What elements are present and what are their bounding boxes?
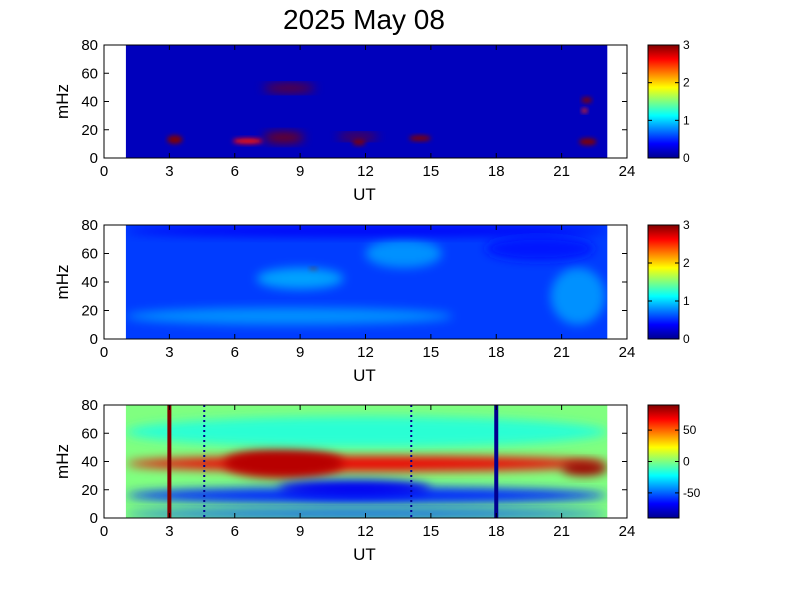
heatmap-feature: [223, 447, 344, 479]
x-tick-label: 18: [488, 163, 505, 180]
x-tick-label: 21: [553, 523, 570, 540]
colorbar-frame: [647, 44, 680, 159]
x-tick-label: 9: [296, 523, 304, 540]
y-tick-label: 80: [81, 397, 98, 414]
figure-title: 2025 May 08: [283, 4, 445, 35]
heatmap-feature: [263, 84, 316, 92]
heatmap-feature: [278, 479, 431, 497]
heatmap-feature: [337, 133, 379, 140]
x-tick-label: 12: [357, 163, 374, 180]
x-tick-label: 6: [231, 344, 239, 361]
y-tick-label: 20: [81, 122, 98, 139]
heatmap-data: [125, 405, 608, 518]
heatmap-data: [125, 45, 608, 158]
x-axis-label: UT: [353, 545, 376, 564]
y-tick-label: 60: [81, 425, 98, 442]
x-tick-label: 21: [553, 344, 570, 361]
x-tick-label: 24: [619, 344, 636, 361]
colorbar-frame: [647, 224, 680, 340]
heatmap-data: [125, 225, 608, 339]
colorbar: [648, 45, 679, 158]
y-tick-label: 40: [81, 454, 98, 471]
x-tick-label: 12: [357, 523, 374, 540]
heatmap-feature: [167, 135, 183, 144]
x-tick-label: 18: [488, 523, 505, 540]
colorbar: [648, 405, 679, 518]
heatmap-feature: [581, 108, 588, 113]
colorbar: [648, 225, 679, 339]
y-tick-label: 0: [90, 150, 98, 167]
x-axis-label: UT: [353, 185, 376, 204]
y-axis-label: mHz: [53, 84, 72, 119]
x-axis-label: UT: [353, 366, 376, 385]
colorbar-tick-label: 0: [683, 455, 690, 469]
heatmap-feature: [263, 132, 305, 143]
y-tick-label: 20: [81, 303, 98, 320]
colorbar-tick-label: 3: [683, 38, 690, 52]
x-tick-label: 18: [488, 344, 505, 361]
y-tick-label: 0: [90, 510, 98, 527]
heatmap-feature: [256, 267, 344, 290]
heatmap-feature: [550, 267, 606, 325]
x-tick-label: 6: [231, 163, 239, 180]
x-tick-label: 12: [357, 344, 374, 361]
y-tick-label: 80: [81, 37, 98, 54]
x-tick-label: 24: [619, 163, 636, 180]
heatmap-background: [125, 45, 608, 158]
x-tick-label: 0: [100, 163, 108, 180]
colorbar-tick-label: 2: [683, 76, 690, 90]
y-tick-label: 60: [81, 246, 98, 263]
heatmap-feature: [125, 416, 608, 448]
x-tick-label: 15: [423, 523, 440, 540]
y-tick-label: 80: [81, 217, 98, 234]
y-axis-label: mHz: [53, 444, 72, 479]
x-tick-label: 6: [231, 523, 239, 540]
colorbar-tick-label: 0: [683, 332, 690, 346]
heatmap-feature: [485, 236, 595, 261]
heatmap-feature: [409, 135, 431, 142]
x-tick-label: 0: [100, 344, 108, 361]
x-tick-label: 24: [619, 523, 636, 540]
heatmap-feature: [561, 461, 608, 476]
heatmap-feature: [125, 225, 608, 237]
heatmap-feature: [352, 139, 366, 146]
heatmap-feature: [579, 138, 597, 146]
colorbar-tick-label: 3: [683, 218, 690, 232]
x-tick-label: 9: [296, 344, 304, 361]
colorbar-tick-label: 1: [683, 294, 690, 308]
y-tick-label: 40: [81, 94, 98, 111]
heatmap-feature: [125, 509, 608, 518]
y-tick-label: 40: [81, 274, 98, 291]
y-tick-label: 20: [81, 482, 98, 499]
y-axis-label: mHz: [53, 265, 72, 300]
heatmap-feature: [232, 138, 264, 144]
x-tick-label: 15: [423, 163, 440, 180]
x-tick-label: 9: [296, 163, 304, 180]
x-tick-label: 0: [100, 523, 108, 540]
colorbar-tick-label: -50: [683, 486, 701, 500]
heatmap-feature: [125, 455, 608, 472]
colorbar-tick-label: 1: [683, 113, 690, 127]
heatmap-feature: [125, 307, 453, 325]
x-tick-label: 21: [553, 163, 570, 180]
x-tick-label: 3: [165, 163, 173, 180]
colorbar-tick-label: 0: [683, 151, 690, 165]
colorbar-tick-label: 2: [683, 256, 690, 270]
y-tick-label: 0: [90, 331, 98, 348]
x-tick-label: 3: [165, 344, 173, 361]
x-tick-label: 3: [165, 523, 173, 540]
spectrogram-panel-3: 0 3 6 9 12 15 18 21 24 0 20 40 60 80 UT mHz 50 0 -50: [53, 397, 701, 564]
x-tick-label: 15: [423, 344, 440, 361]
heatmap-feature: [581, 97, 593, 103]
y-tick-label: 60: [81, 65, 98, 82]
heatmap-feature: [365, 239, 442, 268]
colorbar-tick-label: 50: [683, 423, 697, 437]
